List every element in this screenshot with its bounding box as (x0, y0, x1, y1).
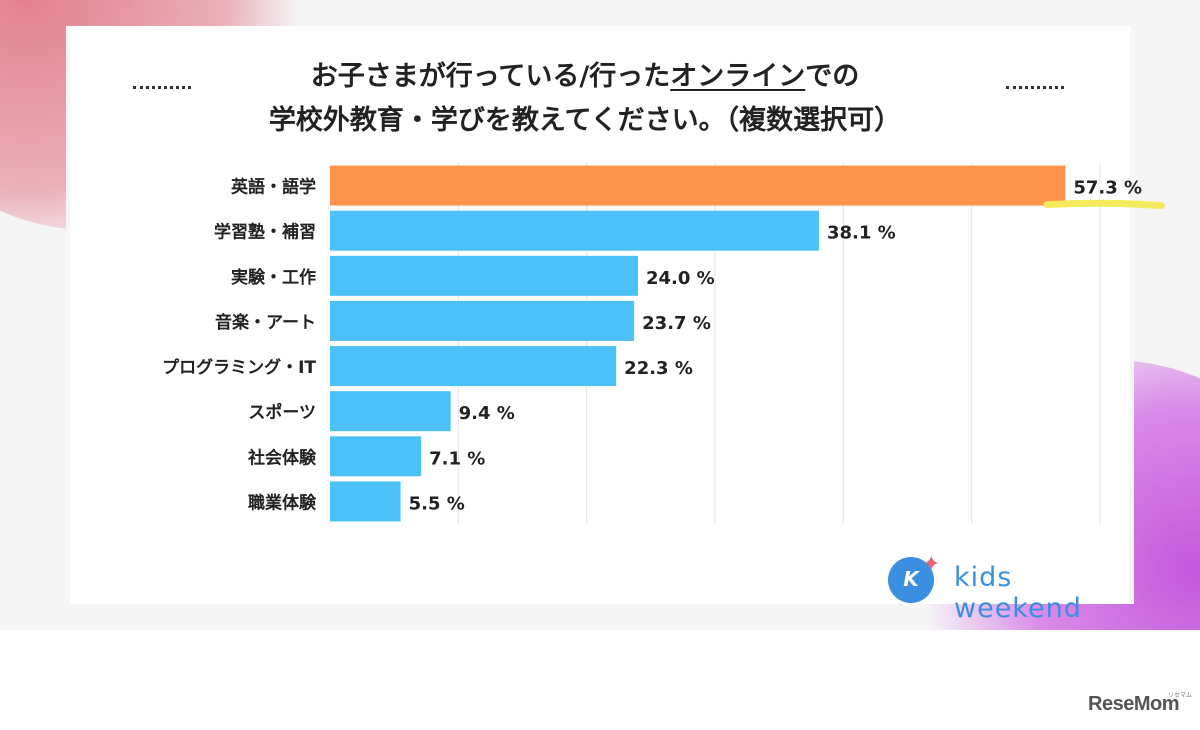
chart-title: お子さまが行っている/行ったオンラインでの 学校外教育・学びを教えてください。（… (192, 38, 978, 150)
resemom-watermark-sub: リセマム (1168, 692, 1193, 699)
data-label: 7.1 % (429, 448, 485, 469)
title-underlined-text: オンライン (670, 61, 806, 92)
data-label: 57.3 % (1073, 178, 1142, 199)
data-label: 23.7 % (642, 313, 711, 334)
data-label: 22.3 % (624, 358, 693, 379)
title-line-1-text: お子さまが行っている/行った (310, 61, 671, 92)
title-dots-right (1006, 86, 1064, 89)
category-label: プログラミング・IT (162, 357, 316, 378)
category-label: 職業体験 (248, 492, 317, 513)
bar (330, 165, 1066, 206)
category-label: 実験・工作 (231, 267, 316, 288)
data-label: 5.5 % (409, 493, 465, 514)
background: お子さまが行っている/行ったオンラインでの 学校外教育・学びを教えてください。（… (0, 0, 1200, 630)
bar (330, 255, 638, 296)
title-line-2: 学校外教育・学びを教えてください。（複数選択可） (268, 105, 902, 136)
title-line-1: お子さまが行っている/行ったオンラインでの (192, 54, 978, 93)
title-line-1-suffix: での (805, 61, 860, 92)
bar (330, 436, 422, 477)
category-label: 英語・語学 (231, 177, 316, 198)
data-label: 24.0 % (646, 268, 715, 289)
category-label: 音楽・アート (215, 312, 316, 333)
highlight-marker (1043, 199, 1165, 210)
title-dots-left (133, 86, 191, 89)
kids-weekend-logo: K ✦ kids weekend (888, 552, 1148, 624)
category-label: スポーツ (248, 402, 316, 423)
bar (330, 391, 451, 432)
bar (330, 300, 635, 341)
sparkle-icon: ✦ (922, 552, 941, 577)
data-label: 38.1 % (827, 223, 896, 244)
logo-mark: K (888, 557, 934, 603)
bar (330, 346, 617, 387)
category-label: 学習塾・補習 (214, 222, 316, 243)
bar (330, 210, 819, 251)
data-label: 9.4 % (459, 403, 515, 424)
logo-text: kids weekend (954, 562, 1082, 624)
category-label: 社会体験 (247, 447, 317, 468)
bar-chart: 英語・語学 57.3 % 学習塾・補習 38.1 % 実験・工作 24.0 % 音楽・アート… (162, 163, 1165, 524)
resemom-watermark: ReseMom (1088, 693, 1179, 715)
bar (330, 481, 401, 522)
